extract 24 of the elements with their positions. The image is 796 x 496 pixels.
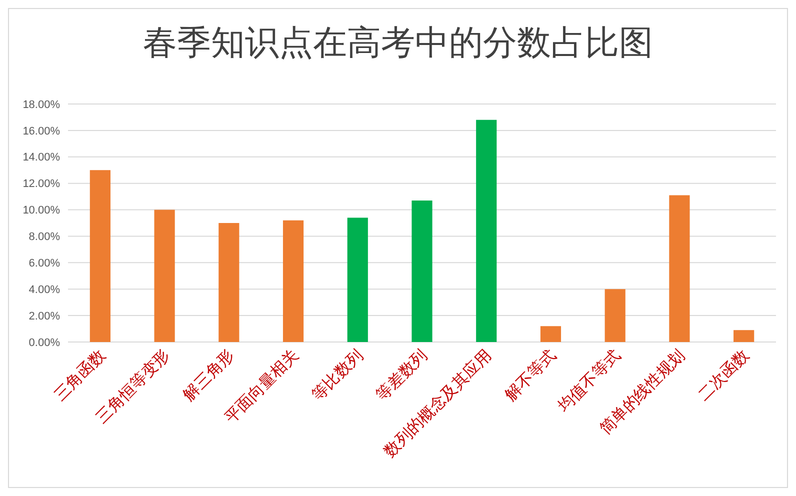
bar: [218, 223, 240, 342]
y-tick-label: 2.00%: [28, 310, 60, 322]
bar: [90, 170, 110, 342]
x-tick-label: 等比数列: [308, 345, 366, 404]
bar: [734, 330, 754, 342]
bar: [476, 120, 497, 342]
bar: [154, 210, 175, 342]
bar: [347, 218, 368, 342]
y-tick-label: 16.00%: [22, 125, 60, 138]
y-tick-label: 8.00%: [28, 231, 60, 244]
chart-title: 春季知识点在高考中的分数占比图: [143, 23, 653, 63]
y-tick-label: 6.00%: [28, 258, 60, 270]
bar: [669, 195, 690, 342]
y-tick-label: 18.00%: [22, 98, 60, 111]
y-tick-label: 4.00%: [28, 284, 60, 296]
bar: [282, 220, 304, 342]
bar: [604, 289, 626, 342]
x-tick-label: 等差数列: [372, 345, 431, 404]
bar: [540, 326, 562, 342]
bar: [412, 200, 432, 342]
y-tick-label: 10.00%: [22, 204, 60, 217]
y-tick-label: 14.00%: [22, 152, 60, 164]
x-tick-label: 二次函数: [694, 345, 753, 404]
y-tick-label: 12.00%: [22, 178, 60, 190]
